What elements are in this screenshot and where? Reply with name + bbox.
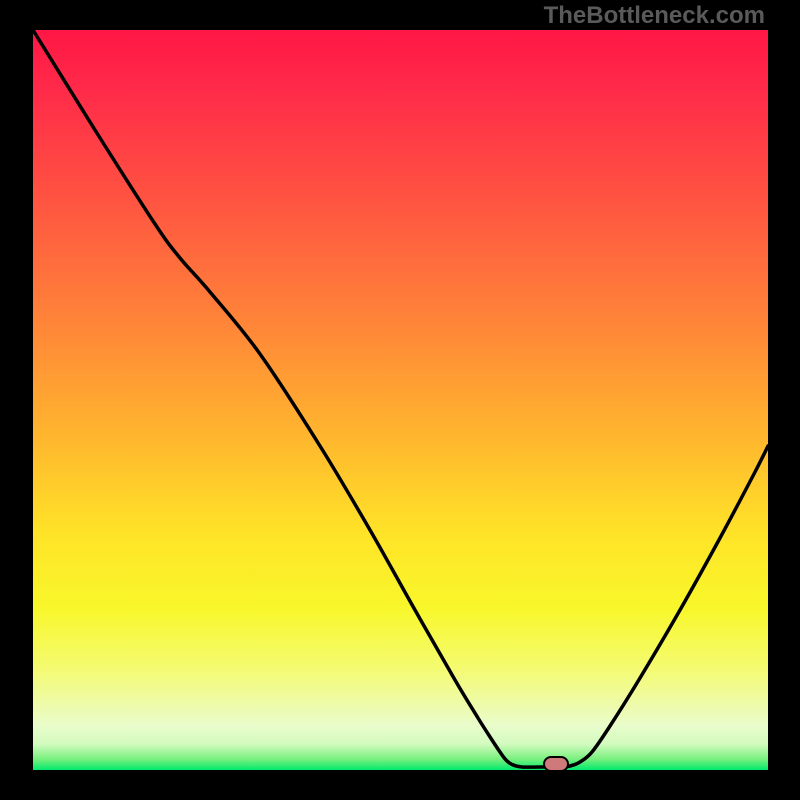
watermark-text: TheBottleneck.com [544,2,765,30]
bottleneck-curve [33,30,768,767]
plot-area [33,30,768,770]
curve-svg [0,0,800,800]
optimum-marker [543,756,569,772]
chart-frame: TheBottleneck.com [0,0,800,800]
